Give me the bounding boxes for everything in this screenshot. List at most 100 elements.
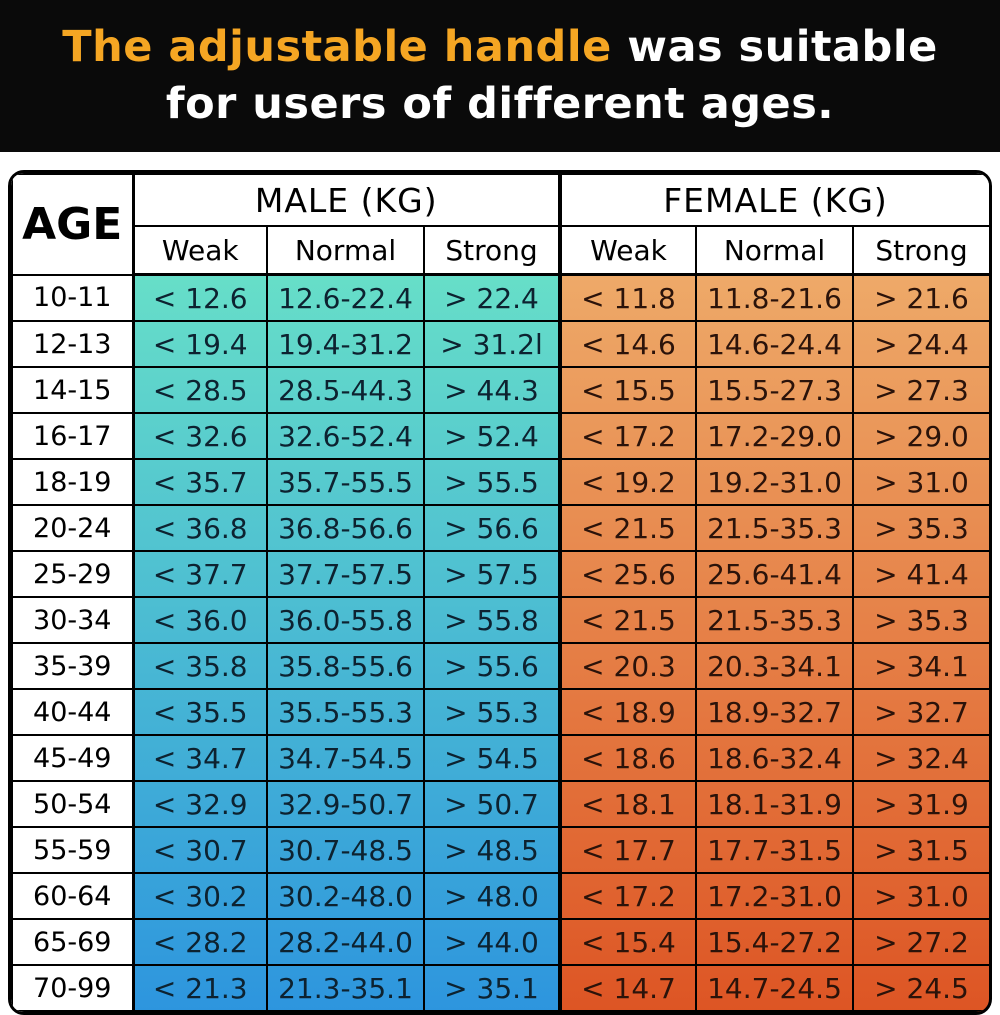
age-cell: 25-29 (11, 550, 134, 598)
female-value-cell: 18.9-32.7 (695, 688, 854, 736)
female-value-cell: 18.6-32.4 (695, 734, 854, 782)
male-value-cell: < 30.7 (131, 826, 268, 874)
female-value-cell: > 27.2 (852, 918, 989, 966)
female-weak-header: Weak (558, 225, 697, 276)
age-cell: 65-69 (11, 918, 134, 966)
male-value-cell: 35.8-55.6 (266, 642, 425, 690)
table-row: 16-17 < 32.6 32.6-52.4 > 52.4 < 17.2 17.2-29.… (11, 412, 989, 460)
subheader-row: Weak Normal Strong Weak Normal Strong (12, 225, 989, 276)
male-strong-header: Strong (423, 225, 561, 276)
female-value-cell: 25.6-41.4 (695, 550, 854, 598)
table-row: 25-29 < 37.7 37.7-57.5 > 57.5 < 25.6 25.6-41.… (11, 550, 989, 598)
female-value-cell: > 31.0 (852, 872, 989, 920)
male-value-cell: > 55.5 (423, 458, 561, 506)
table-row: 30-34 < 36.0 36.0-55.8 > 55.8 < 21.5 21.5-35.… (11, 596, 989, 644)
female-value-cell: < 17.2 (558, 872, 697, 920)
female-value-cell: > 27.3 (852, 366, 989, 414)
male-value-cell: < 35.8 (131, 642, 268, 690)
title-rest: was suitable (611, 22, 938, 73)
male-value-cell: > 55.6 (423, 642, 561, 690)
female-value-cell: < 11.8 (558, 273, 697, 322)
female-value-cell: < 21.5 (558, 596, 697, 644)
male-value-cell: 19.4-31.2 (266, 320, 425, 368)
male-value-cell: < 35.7 (131, 458, 268, 506)
age-cell: 40-44 (11, 688, 134, 736)
male-value-cell: > 44.3 (423, 366, 561, 414)
title-banner: The adjustable handle was suitable for u… (0, 0, 1000, 152)
female-value-cell: 14.6-24.4 (695, 320, 854, 368)
female-value-cell: < 18.6 (558, 734, 697, 782)
title-line2: for users of different ages. (165, 79, 835, 129)
male-value-cell: > 55.3 (423, 688, 561, 736)
male-value-cell: 32.9-50.7 (266, 780, 425, 828)
male-normal-header: Normal (266, 225, 425, 276)
age-cell: 70-99 (11, 964, 134, 1012)
male-value-cell: > 50.7 (423, 780, 561, 828)
male-value-cell: 36.8-56.6 (266, 504, 425, 552)
female-value-cell: < 15.4 (558, 918, 697, 966)
title-highlight: The adjustable handle (62, 22, 612, 73)
female-value-cell: < 25.6 (558, 550, 697, 598)
female-value-cell: > 32.7 (852, 688, 989, 736)
female-value-cell: > 31.0 (852, 458, 989, 506)
male-value-cell: 37.7-57.5 (266, 550, 425, 598)
male-value-cell: < 36.8 (131, 504, 268, 552)
age-cell: 55-59 (11, 826, 134, 874)
age-cell: 30-34 (11, 596, 134, 644)
female-value-cell: < 14.6 (558, 320, 697, 368)
female-value-cell: 11.8-21.6 (695, 273, 854, 322)
male-value-cell: < 28.2 (131, 918, 268, 966)
age-column-header: AGE (11, 173, 134, 276)
age-cell: 60-64 (11, 872, 134, 920)
age-cell: 14-15 (11, 366, 134, 414)
female-value-cell: < 15.5 (558, 366, 697, 414)
female-value-cell: > 35.3 (852, 504, 989, 552)
table-row: 70-99 < 21.3 21.3-35.1 > 35.1 < 14.7 14.7-24.… (11, 964, 989, 1012)
male-value-cell: > 55.8 (423, 596, 561, 644)
female-value-cell: > 21.6 (852, 273, 989, 322)
male-value-cell: < 32.6 (131, 412, 268, 460)
female-value-cell: < 17.7 (558, 826, 697, 874)
female-value-cell: 17.7-31.5 (695, 826, 854, 874)
female-value-cell: > 24.4 (852, 320, 989, 368)
male-value-cell: 12.6-22.4 (266, 273, 425, 322)
age-cell: 18-19 (11, 458, 134, 506)
female-value-cell: 19.2-31.0 (695, 458, 854, 506)
female-value-cell: < 21.5 (558, 504, 697, 552)
table-row: 20-24 < 36.8 36.8-56.6 > 56.6 < 21.5 21.5-35.… (11, 504, 989, 552)
female-value-cell: > 31.9 (852, 780, 989, 828)
female-value-cell: > 34.1 (852, 642, 989, 690)
female-value-cell: < 18.9 (558, 688, 697, 736)
male-value-cell: > 57.5 (423, 550, 561, 598)
female-value-cell: 15.4-27.2 (695, 918, 854, 966)
table-row: 60-64 < 30.2 30.2-48.0 > 48.0 < 17.2 17.2-31.… (11, 872, 989, 920)
male-value-cell: > 31.2l (423, 320, 561, 368)
female-value-cell: 15.5-27.3 (695, 366, 854, 414)
female-value-cell: 14.7-24.5 (695, 964, 854, 1012)
age-cell: 35-39 (11, 642, 134, 690)
female-value-cell: 17.2-29.0 (695, 412, 854, 460)
male-value-cell: < 36.0 (131, 596, 268, 644)
table-row: 18-19 < 35.7 35.7-55.5 > 55.5 < 19.2 19.2-31.… (11, 458, 989, 506)
male-value-cell: > 54.5 (423, 734, 561, 782)
female-value-cell: 21.5-35.3 (695, 596, 854, 644)
male-value-cell: 34.7-54.5 (266, 734, 425, 782)
male-value-cell: < 19.4 (131, 320, 268, 368)
male-value-cell: < 32.9 (131, 780, 268, 828)
male-value-cell: 21.3-35.1 (266, 964, 425, 1012)
female-value-cell: > 31.5 (852, 826, 989, 874)
male-value-cell: 36.0-55.8 (266, 596, 425, 644)
female-value-cell: 17.2-31.0 (695, 872, 854, 920)
table-row: 35-39 < 35.8 35.8-55.6 > 55.6 < 20.3 20.3-34.… (11, 642, 989, 690)
age-cell: 12-13 (11, 320, 134, 368)
table-row: 55-59 < 30.7 30.7-48.5 > 48.5 < 17.7 17.7-31.… (11, 826, 989, 874)
age-cell: 50-54 (11, 780, 134, 828)
male-value-cell: < 35.5 (131, 688, 268, 736)
table-row: 40-44 < 35.5 35.5-55.3 > 55.3 < 18.9 18.9-32.… (11, 688, 989, 736)
female-value-cell: 18.1-31.9 (695, 780, 854, 828)
female-value-cell: < 14.7 (558, 964, 697, 1012)
male-value-cell: < 37.7 (131, 550, 268, 598)
male-value-cell: < 30.2 (131, 872, 268, 920)
male-value-cell: 28.2-44.0 (266, 918, 425, 966)
age-cell: 45-49 (11, 734, 134, 782)
